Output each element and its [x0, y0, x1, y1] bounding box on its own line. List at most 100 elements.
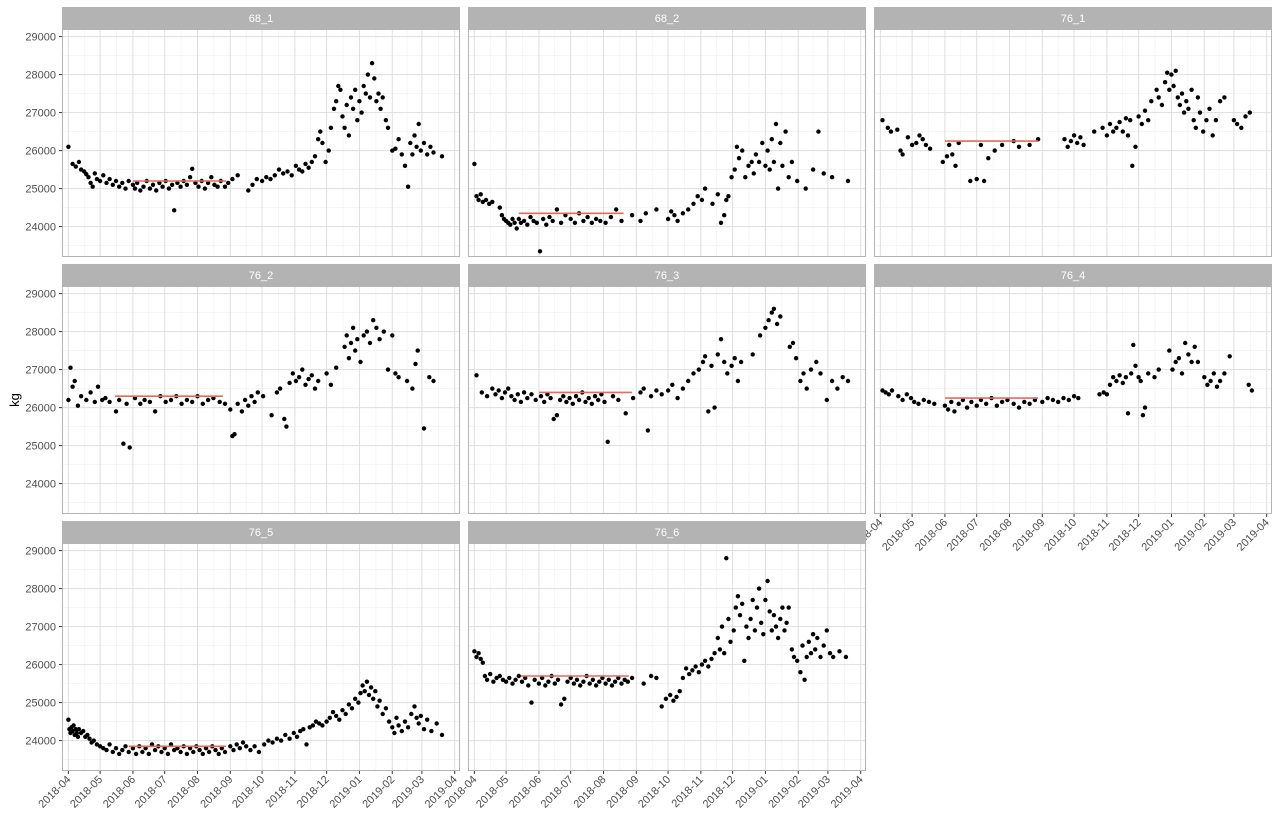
data-point — [1136, 114, 1141, 119]
data-point — [670, 382, 675, 387]
facet-strip-label: 76_6 — [655, 527, 679, 539]
data-point — [1107, 121, 1113, 127]
data-point — [110, 182, 116, 187]
data-point — [488, 671, 493, 677]
data-point — [250, 182, 255, 187]
data-point — [300, 169, 305, 174]
data-point — [542, 399, 547, 405]
data-point — [1186, 106, 1191, 112]
data-point — [1156, 367, 1161, 372]
data-point — [380, 95, 385, 100]
data-point — [222, 184, 228, 189]
data-point — [702, 354, 708, 359]
data-point — [760, 140, 765, 146]
data-point — [179, 401, 184, 406]
data-point — [100, 397, 105, 403]
data-point — [715, 192, 720, 197]
data-point — [695, 194, 700, 199]
data-point — [953, 163, 958, 168]
data-point — [552, 681, 557, 686]
data-point — [274, 736, 280, 741]
data-point — [1222, 95, 1227, 100]
data-point — [346, 356, 352, 361]
data-point — [88, 180, 93, 186]
data-point — [101, 746, 106, 751]
data-point — [206, 749, 212, 755]
data-point — [968, 178, 973, 184]
panel-background — [468, 543, 866, 771]
data-point — [381, 329, 386, 334]
data-point — [702, 658, 708, 663]
data-point — [396, 375, 401, 380]
data-point — [821, 171, 826, 176]
data-point — [348, 340, 354, 346]
y-tick-label: 28000 — [25, 327, 56, 339]
data-point — [140, 749, 145, 755]
data-point — [733, 605, 738, 610]
data-point — [596, 397, 601, 403]
data-point — [316, 378, 321, 384]
data-point — [763, 597, 768, 603]
data-point — [276, 167, 282, 172]
data-point — [680, 386, 686, 391]
data-point — [722, 651, 727, 656]
data-point — [786, 175, 791, 180]
data-point — [900, 397, 905, 403]
data-point — [293, 378, 299, 384]
data-point — [1167, 348, 1172, 353]
data-point — [296, 375, 302, 380]
data-point — [334, 99, 339, 104]
data-point — [625, 679, 630, 684]
data-point — [1136, 375, 1141, 380]
data-point — [414, 715, 419, 720]
data-point — [246, 188, 251, 193]
data-point — [574, 677, 580, 682]
data-point — [431, 150, 436, 155]
data-point — [680, 211, 686, 216]
data-point — [266, 738, 271, 743]
data-point — [821, 643, 826, 648]
y-tick-label: 24000 — [25, 479, 56, 491]
data-point — [677, 689, 682, 694]
data-point — [374, 325, 379, 330]
x-tick-label: 2018-09 — [198, 774, 235, 811]
data-point — [818, 654, 823, 660]
data-point — [969, 399, 974, 405]
data-point — [729, 363, 734, 368]
data-point — [138, 401, 143, 406]
data-point — [163, 399, 168, 405]
data-point — [303, 161, 308, 167]
y-tick-label: 25000 — [25, 184, 56, 196]
data-point — [1117, 373, 1122, 378]
data-point — [724, 556, 729, 561]
data-point — [104, 180, 109, 186]
x-tick-label: 2018-10 — [636, 774, 673, 811]
y-tick-label: 26000 — [25, 660, 56, 672]
data-point — [1081, 142, 1086, 148]
data-point — [557, 397, 563, 403]
facet-strip-label: 76_5 — [249, 527, 273, 539]
data-point — [76, 727, 82, 732]
data-point — [344, 333, 349, 338]
data-point — [509, 394, 514, 399]
data-point — [757, 333, 763, 338]
data-point — [287, 736, 292, 741]
data-point — [75, 734, 81, 739]
y-tick-label: 27000 — [25, 622, 56, 634]
data-point — [497, 673, 502, 679]
data-point — [984, 401, 989, 406]
facet-panel-68_2: 68_2 — [468, 7, 866, 257]
data-point — [774, 321, 780, 327]
data-point — [360, 683, 365, 688]
data-point — [386, 719, 392, 724]
data-point — [1120, 129, 1126, 134]
data-point — [70, 384, 75, 389]
data-point — [835, 386, 840, 391]
data-point — [699, 197, 705, 203]
data-point — [795, 658, 800, 663]
data-point — [926, 399, 932, 405]
data-point — [654, 675, 659, 681]
data-point — [840, 375, 845, 380]
x-tick-label: 2018-06 — [913, 517, 950, 554]
data-point — [342, 125, 347, 130]
